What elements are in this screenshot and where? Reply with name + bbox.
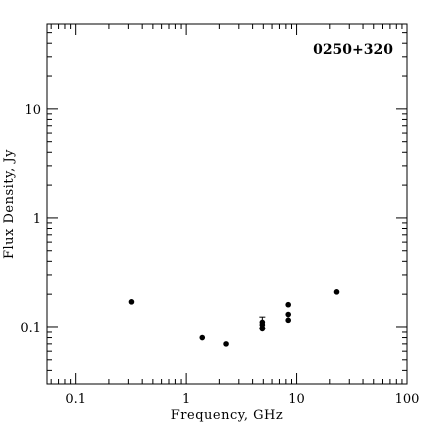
x-tick-label: 1 — [182, 392, 190, 407]
plot-frame — [46, 23, 408, 385]
data-point — [259, 325, 266, 332]
data-point — [285, 301, 291, 308]
data-point — [285, 317, 291, 324]
x-axis-label: Frequency, GHz — [171, 408, 283, 423]
data-point — [285, 311, 291, 318]
y-tick-label: 10 — [24, 103, 41, 118]
data-point — [333, 289, 340, 295]
axis-ticks — [47, 23, 408, 385]
x-tick-label: 10 — [288, 392, 305, 407]
x-tick-label: 0.1 — [65, 392, 86, 407]
data-points — [128, 289, 340, 347]
data-point — [223, 341, 229, 347]
x-tick-label: 100 — [395, 392, 420, 407]
y-tick-label: 0.1 — [20, 321, 41, 336]
tick-labels: 0.1 1 10 100 0.1 1 10 — [20, 103, 419, 407]
y-tick-label: 1 — [33, 212, 41, 227]
y-axis-label: Flux Density, Jy — [2, 149, 17, 259]
chart-title: 0250+320 — [313, 42, 393, 58]
data-point — [128, 299, 135, 305]
data-point — [199, 334, 206, 341]
